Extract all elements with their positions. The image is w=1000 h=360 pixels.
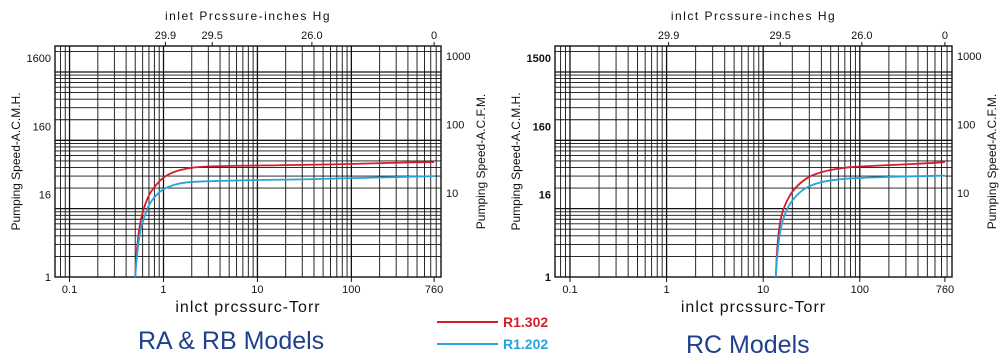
series-line-r1-202	[134, 175, 435, 278]
y-left-tick-label: 16	[539, 190, 551, 202]
series-line-r1-202	[774, 174, 945, 278]
x-top-axis-label: inlet Prcssure-inches Hg	[165, 9, 331, 23]
y-right-tick-label: 10	[957, 188, 969, 200]
y-left-tick-label: 160	[533, 121, 551, 133]
legend-label-r1-202: R1.202	[503, 336, 548, 352]
x-top-tick-label: 0	[942, 30, 948, 42]
x-tick-label: 10	[757, 284, 769, 296]
x-top-tick-label: 29.9	[155, 30, 176, 42]
plot-frame	[554, 45, 953, 278]
y-right-axis-label: Pumping Speed-A.C.F.M.	[985, 94, 999, 229]
y-left-tick-label: 1	[545, 272, 551, 284]
grid-horizontal	[55, 50, 441, 257]
x-top-tick-label: 29.5	[201, 30, 222, 42]
x-tick-label: 1	[160, 284, 166, 296]
chart-ra-rb: 0.1 1 10 100 760 29.9 29.5 26.0 0 1 16 160 1600 10 100…	[9, 9, 488, 316]
plot-frame	[54, 45, 442, 278]
x-axis-label: inlct prcssurc-Torr	[175, 299, 320, 316]
x-top-tick-label: 26.0	[851, 30, 872, 42]
x-tick-label: 1	[664, 284, 670, 296]
x-tick-label: 100	[851, 284, 869, 296]
x-top-tick-label: 29.5	[769, 30, 790, 42]
x-top-tick-label: 0	[431, 30, 437, 42]
y-left-tick-label: 160	[33, 121, 51, 133]
y-left-axis-label: Pumping Speed-A.C.M.H.	[9, 92, 23, 230]
y-right-tick-label: 10	[446, 188, 458, 200]
chart-title-rc: RC Models	[686, 331, 810, 359]
y-right-axis-label: Pumping Speed-A.C.F.M.	[474, 94, 488, 229]
series-line-r1-302	[134, 161, 435, 278]
y-left-tick-label: 1500	[527, 53, 551, 65]
x-tick-label: 0.1	[562, 284, 577, 296]
series-line-r1-302	[774, 161, 945, 278]
x-top-tick-label: 26.0	[301, 30, 322, 42]
y-right-tick-label: 100	[957, 120, 975, 132]
y-left-tick-label: 1	[45, 272, 51, 284]
y-right-tick-label: 100	[446, 120, 464, 132]
chart-rc: 0.1 1 10 100 760 29.9 29.5 26.0 0 1 16 160 1500 10 100…	[509, 9, 999, 316]
x-tick-label: 10	[251, 284, 263, 296]
y-right-tick-label: 1000	[446, 51, 470, 63]
x-tick-label: 760	[936, 284, 954, 296]
legend: R1.302 R1.202	[437, 314, 548, 352]
y-left-tick-label: 16	[39, 190, 51, 202]
x-tick-label: 0.1	[62, 284, 77, 296]
y-left-tick-label: 1600	[27, 53, 51, 65]
x-tick-label: 100	[342, 284, 360, 296]
grid-vertical	[59, 46, 437, 277]
grid-vertical	[560, 46, 948, 277]
legend-label-r1-302: R1.302	[503, 314, 548, 330]
x-axis-label: inlct prcssurc-Torr	[681, 299, 826, 316]
x-top-axis-label: inlct Prcssure-inches Hg	[671, 9, 836, 23]
y-right-tick-label: 1000	[957, 51, 981, 63]
y-left-axis-label: Pumping Speed-A.C.M.H.	[509, 92, 523, 230]
x-tick-label: 760	[425, 284, 443, 296]
chart-title-ra-rb: RA & RB Models	[138, 327, 325, 355]
x-top-tick-label: 29.9	[658, 30, 679, 42]
grid-horizontal	[555, 50, 952, 257]
